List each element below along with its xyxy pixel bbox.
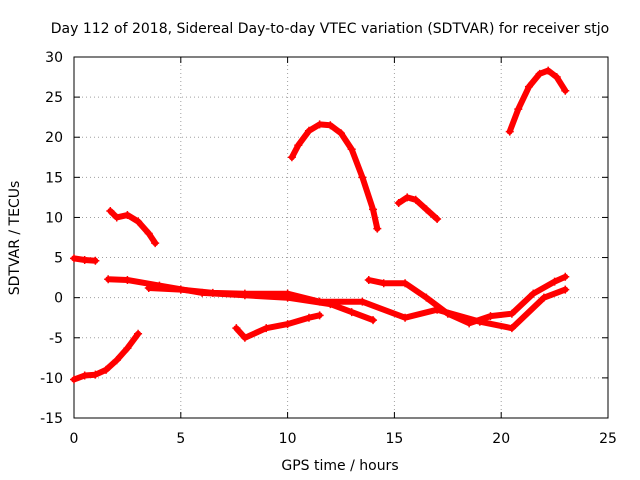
data-point-arc5-3 [240, 289, 249, 298]
data-point-arc6-2 [262, 324, 271, 333]
data-point-arc5-0 [144, 284, 153, 293]
data-point-arc8-6 [486, 312, 495, 321]
y-tick-label: 25 [45, 90, 63, 106]
data-point-arc7-5 [337, 129, 345, 138]
grid [74, 57, 608, 418]
data-point-arc5-2 [208, 288, 217, 297]
data-point-arc8-3 [422, 293, 431, 302]
y-tick-label: 20 [45, 130, 63, 146]
data-point-arc8-7 [507, 309, 516, 318]
data-point-arc10-5 [552, 73, 561, 82]
data-point-arc7-0 [287, 153, 296, 162]
data-point-arc1-0 [70, 254, 78, 263]
data-point-arc2-5 [123, 344, 132, 353]
data-point-arc2-3 [102, 365, 111, 374]
data-point-arc9-4 [433, 215, 442, 224]
data-point-arc5-6 [358, 297, 367, 306]
series-arc9-track [395, 194, 441, 222]
data-point-arc2-1 [80, 371, 89, 380]
data-point-arc8-9 [550, 277, 559, 286]
data-point-arc5-11 [539, 293, 548, 302]
data-point-arc10-0 [505, 127, 514, 136]
series-arc7-track [288, 121, 381, 232]
axis-ticks: 0 5 10 15 20 25 -15 -10 -5 0 5 10 15 20 25 30 [40, 50, 617, 447]
data-point-arc10-3 [535, 69, 544, 78]
x-tick-label: 10 [279, 431, 297, 447]
data-point-arc8-5 [465, 319, 474, 328]
data-point-arc7-7 [358, 173, 367, 182]
data-point-arc9-1 [403, 193, 412, 202]
data-point-arc8-0 [364, 276, 373, 285]
data-point-arc3-2 [123, 211, 132, 220]
data-point-arc2-4 [112, 356, 121, 365]
data-point-arc3-0 [106, 207, 115, 216]
y-tick-label: 30 [45, 50, 63, 66]
data-point-arc6-5 [315, 311, 324, 320]
data-point-arc8-10 [561, 272, 570, 281]
data-point-arc10-1 [514, 105, 523, 114]
x-axis-label: GPS time / hours [281, 458, 398, 474]
series-arc3-track [107, 208, 159, 247]
x-tick-label: 20 [492, 431, 510, 447]
data-point-arc3-4 [144, 229, 153, 238]
data-point-arc1-2 [91, 256, 100, 265]
x-tick-label: 15 [385, 431, 403, 447]
data-point-arc3-1 [112, 213, 121, 222]
y-tick-label: -5 [49, 331, 63, 347]
data-point-arc7-2 [304, 126, 313, 135]
data-point-arc7-3 [315, 120, 324, 129]
data-point-arc9-0 [394, 199, 403, 208]
y-axis-label: SDTVAR / TECUs [7, 181, 23, 296]
data-point-arc7-4 [326, 121, 335, 130]
data-point-arc5-1 [176, 285, 185, 294]
data-point-arc3-5 [151, 239, 160, 248]
data-point-arc2-0 [70, 375, 78, 384]
data-point-arc7-6 [347, 145, 356, 154]
data-point-arc2-6 [134, 329, 143, 338]
data-point-arc1-1 [80, 255, 89, 264]
data-point-arc7-9 [373, 224, 382, 233]
data-point-arc5-10 [507, 324, 516, 333]
data-layer [70, 66, 570, 384]
data-point-arc8-1 [379, 279, 388, 288]
x-tick-label: 0 [70, 431, 79, 447]
y-tick-label: 0 [54, 291, 63, 307]
plot-frame [73, 56, 609, 419]
data-point-arc4-7 [347, 308, 356, 317]
y-tick-label: -15 [40, 411, 63, 427]
data-point-arc5-12 [561, 285, 570, 294]
data-point-arc8-2 [401, 279, 410, 288]
chart-title: Day 112 of 2018, Sidereal Day-to-day VTE… [51, 21, 609, 37]
y-tick-label: 15 [45, 170, 63, 186]
y-tick-label: 10 [45, 210, 63, 226]
data-point-arc3-3 [134, 217, 143, 226]
data-point-arc4-8 [369, 316, 378, 325]
data-point-arc7-1 [294, 141, 303, 150]
data-point-arc8-4 [443, 309, 452, 318]
data-point-arc6-4 [304, 313, 313, 322]
series-arc6-track [233, 312, 323, 341]
data-point-arc5-7 [401, 313, 410, 322]
data-point-arc6-1 [240, 333, 249, 342]
x-tick-label: 5 [176, 431, 185, 447]
data-point-arc7-8 [369, 205, 378, 214]
data-point-arc5-4 [283, 289, 292, 298]
data-point-arc4-1 [123, 276, 132, 285]
data-point-arc9-2 [411, 195, 420, 204]
y-tick-label: -10 [40, 371, 63, 387]
data-point-arc5-5 [315, 297, 324, 306]
data-point-arc10-2 [524, 82, 533, 91]
data-point-arc6-0 [232, 324, 241, 333]
x-tick-label: 25 [599, 431, 617, 447]
data-point-arc2-2 [91, 370, 100, 379]
data-point-arc6-3 [283, 320, 292, 329]
series-arc5-track [145, 285, 569, 332]
y-tick-label: 5 [54, 251, 63, 267]
data-point-arc8-8 [529, 289, 538, 298]
data-point-arc4-0 [104, 275, 113, 284]
data-point-arc10-4 [544, 66, 553, 75]
data-point-arc9-3 [422, 205, 431, 214]
data-point-arc10-6 [561, 86, 570, 95]
